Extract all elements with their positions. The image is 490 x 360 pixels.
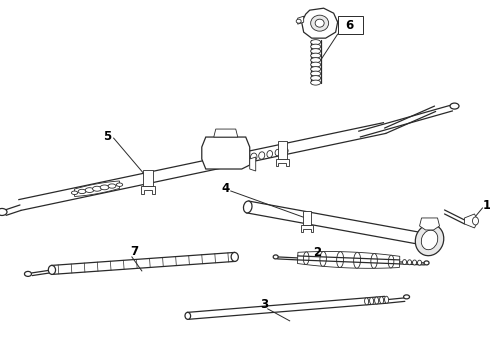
Ellipse shape — [108, 184, 116, 188]
Ellipse shape — [275, 149, 280, 156]
Ellipse shape — [303, 252, 309, 265]
Ellipse shape — [116, 183, 122, 186]
Ellipse shape — [416, 224, 444, 256]
Ellipse shape — [369, 297, 373, 305]
Ellipse shape — [311, 71, 320, 76]
Polygon shape — [301, 225, 313, 232]
Ellipse shape — [311, 53, 320, 58]
Ellipse shape — [403, 260, 407, 265]
Ellipse shape — [311, 40, 320, 45]
Ellipse shape — [267, 150, 272, 157]
Ellipse shape — [283, 148, 288, 154]
Ellipse shape — [296, 19, 301, 23]
Ellipse shape — [78, 189, 86, 194]
Polygon shape — [277, 141, 288, 159]
Ellipse shape — [374, 297, 379, 304]
Ellipse shape — [408, 260, 412, 265]
Ellipse shape — [311, 62, 320, 67]
Ellipse shape — [365, 298, 368, 305]
Ellipse shape — [311, 80, 320, 85]
Ellipse shape — [472, 217, 478, 225]
Polygon shape — [202, 137, 250, 169]
Ellipse shape — [100, 185, 109, 190]
Text: 3: 3 — [261, 298, 269, 311]
Ellipse shape — [450, 103, 459, 109]
Ellipse shape — [311, 58, 320, 63]
Text: 2: 2 — [314, 247, 322, 260]
Ellipse shape — [231, 252, 238, 261]
Text: 4: 4 — [221, 183, 230, 195]
Polygon shape — [338, 16, 363, 34]
Text: 6: 6 — [345, 19, 354, 32]
Ellipse shape — [315, 19, 324, 27]
Ellipse shape — [424, 261, 429, 265]
Ellipse shape — [421, 230, 438, 250]
Polygon shape — [250, 157, 256, 171]
Ellipse shape — [371, 253, 377, 268]
Ellipse shape — [404, 295, 410, 299]
Ellipse shape — [311, 49, 320, 54]
Ellipse shape — [93, 186, 101, 191]
Ellipse shape — [244, 201, 252, 213]
Ellipse shape — [24, 271, 31, 276]
Polygon shape — [303, 211, 311, 225]
Text: 1: 1 — [483, 199, 490, 212]
Polygon shape — [302, 8, 338, 38]
Ellipse shape — [311, 76, 320, 81]
Polygon shape — [419, 218, 440, 230]
Ellipse shape — [49, 265, 55, 274]
Ellipse shape — [273, 255, 278, 259]
Polygon shape — [214, 129, 238, 137]
Ellipse shape — [413, 260, 416, 265]
Ellipse shape — [385, 296, 389, 303]
Ellipse shape — [0, 208, 7, 216]
Polygon shape — [143, 170, 152, 186]
Ellipse shape — [388, 255, 394, 268]
Polygon shape — [275, 159, 290, 166]
Ellipse shape — [311, 15, 329, 31]
Ellipse shape — [72, 191, 78, 194]
Polygon shape — [298, 16, 304, 24]
Polygon shape — [141, 186, 154, 194]
Ellipse shape — [354, 252, 361, 268]
Ellipse shape — [85, 188, 94, 193]
Ellipse shape — [259, 152, 265, 159]
Polygon shape — [74, 181, 120, 197]
Ellipse shape — [311, 44, 320, 49]
Ellipse shape — [185, 312, 191, 319]
Text: 7: 7 — [130, 246, 138, 258]
Polygon shape — [465, 214, 476, 228]
Ellipse shape — [380, 297, 384, 303]
Polygon shape — [297, 252, 400, 268]
Ellipse shape — [311, 67, 320, 72]
Ellipse shape — [337, 252, 343, 267]
Ellipse shape — [320, 252, 326, 266]
Text: 5: 5 — [103, 130, 112, 143]
Ellipse shape — [250, 153, 257, 161]
Ellipse shape — [417, 260, 421, 265]
